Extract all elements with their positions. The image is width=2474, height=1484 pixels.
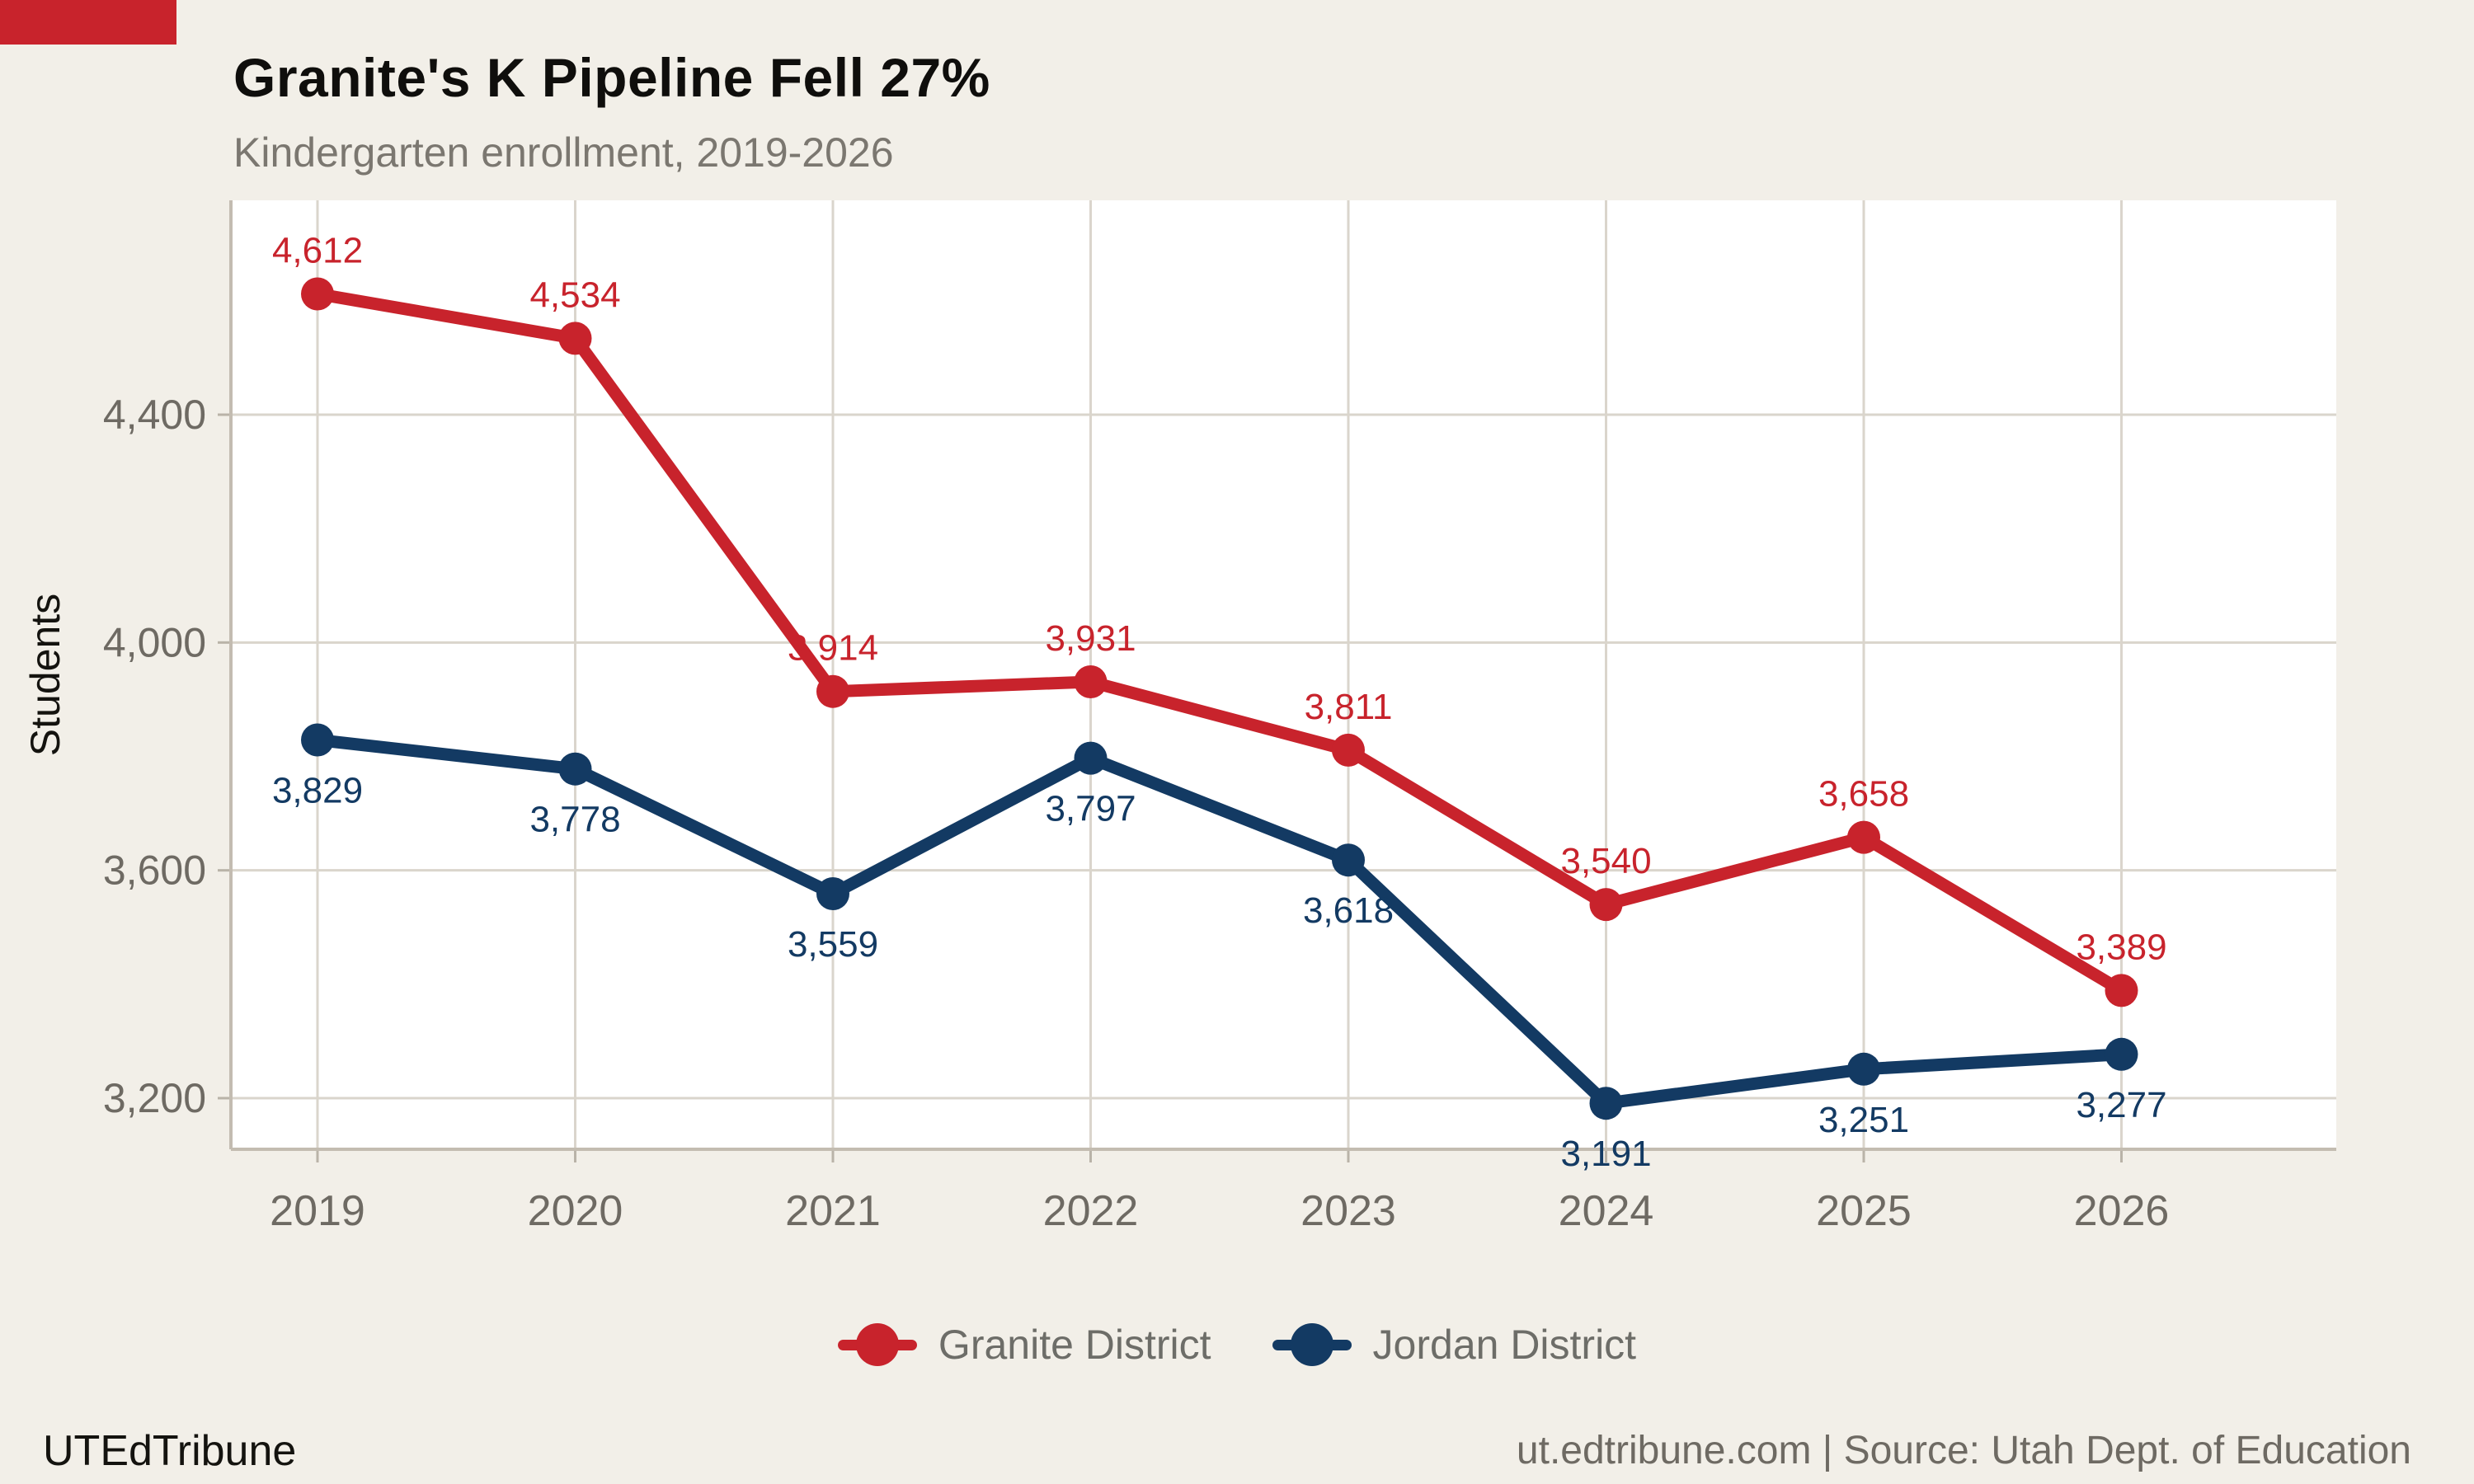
- svg-text:3,797: 3,797: [1045, 789, 1136, 829]
- chart-title: Granite's K Pipeline Fell 27%: [233, 47, 990, 108]
- jordan-point-labels: 3,829 3,778 3,559 3,797 3,618 3,191 3,251 3,277: [272, 771, 2167, 1175]
- svg-text:4,000: 4,000: [103, 619, 206, 665]
- svg-text:2021: 2021: [785, 1187, 881, 1235]
- granite-series-points: [301, 277, 2138, 1007]
- legend-label-granite: Granite District: [938, 1322, 1211, 1368]
- svg-text:3,559: 3,559: [788, 924, 878, 965]
- svg-text:3,658: 3,658: [1818, 774, 1909, 815]
- granite-point-labels: 4,612 4,534 3,914 3,931 3,811 3,540 3,658 3,389: [272, 231, 2167, 968]
- jordan-series-line: [311, 734, 2128, 1110]
- svg-text:2025: 2025: [1816, 1187, 1912, 1235]
- svg-text:2023: 2023: [1300, 1187, 1396, 1235]
- svg-text:3,778: 3,778: [529, 800, 620, 840]
- svg-text:2022: 2022: [1043, 1187, 1139, 1235]
- brand-accent-tab: [0, 0, 176, 45]
- svg-text:2026: 2026: [2074, 1187, 2170, 1235]
- source-attribution: ut.edtribune.com | Source: Utah Dept. of…: [1516, 1429, 2411, 1472]
- svg-text:3,191: 3,191: [1560, 1134, 1651, 1174]
- svg-text:3,200: 3,200: [103, 1075, 206, 1121]
- granite-series-line: [311, 288, 2128, 997]
- line-chart: 4,612 4,534 3,914 3,931 3,811 3,540 3,658 3,389…: [22, 200, 2336, 1235]
- chart-subtitle: Kindergarten enrollment, 2019-2026: [233, 129, 894, 176]
- svg-text:3,600: 3,600: [103, 848, 206, 894]
- axis-ticks: [218, 413, 2123, 1162]
- legend-item-jordan: Jordan District: [1272, 1321, 1637, 1369]
- legend-item-granite: Granite District: [837, 1321, 1211, 1369]
- jordan-series-points: [301, 723, 2138, 1120]
- horizontal-gridlines: [231, 413, 2336, 1100]
- publisher-brand: UTEdTribune: [43, 1427, 297, 1475]
- svg-text:2024: 2024: [1559, 1187, 1654, 1235]
- granite-series-marker-icon: [837, 1339, 917, 1350]
- svg-text:2020: 2020: [528, 1187, 623, 1235]
- svg-text:3,829: 3,829: [272, 771, 363, 811]
- y-axis-title: Students: [22, 594, 68, 756]
- svg-text:3,618: 3,618: [1303, 890, 1394, 931]
- x-tick-labels: 2019 2020 2021 2022 2023 2024 2025 2026: [270, 1187, 2169, 1235]
- plot-panel: [231, 200, 2336, 1149]
- svg-text:4,400: 4,400: [103, 392, 206, 438]
- svg-text:4,534: 4,534: [529, 275, 620, 315]
- svg-text:3,931: 3,931: [1045, 618, 1136, 659]
- svg-text:3,277: 3,277: [2076, 1085, 2166, 1125]
- svg-text:2019: 2019: [270, 1187, 365, 1235]
- svg-text:4,612: 4,612: [272, 231, 363, 271]
- svg-text:3,811: 3,811: [1305, 687, 1393, 727]
- jordan-series-marker-icon: [1272, 1339, 1352, 1350]
- chart-legend: Granite District Jordan District: [0, 1321, 2474, 1369]
- svg-text:3,251: 3,251: [1818, 1100, 1909, 1140]
- y-tick-labels: 3,200 3,600 4,000 4,400: [103, 392, 206, 1121]
- legend-label-jordan: Jordan District: [1372, 1322, 1637, 1368]
- svg-text:3,914: 3,914: [788, 628, 878, 669]
- svg-text:3,540: 3,540: [1560, 841, 1651, 881]
- svg-text:3,389: 3,389: [2076, 927, 2166, 967]
